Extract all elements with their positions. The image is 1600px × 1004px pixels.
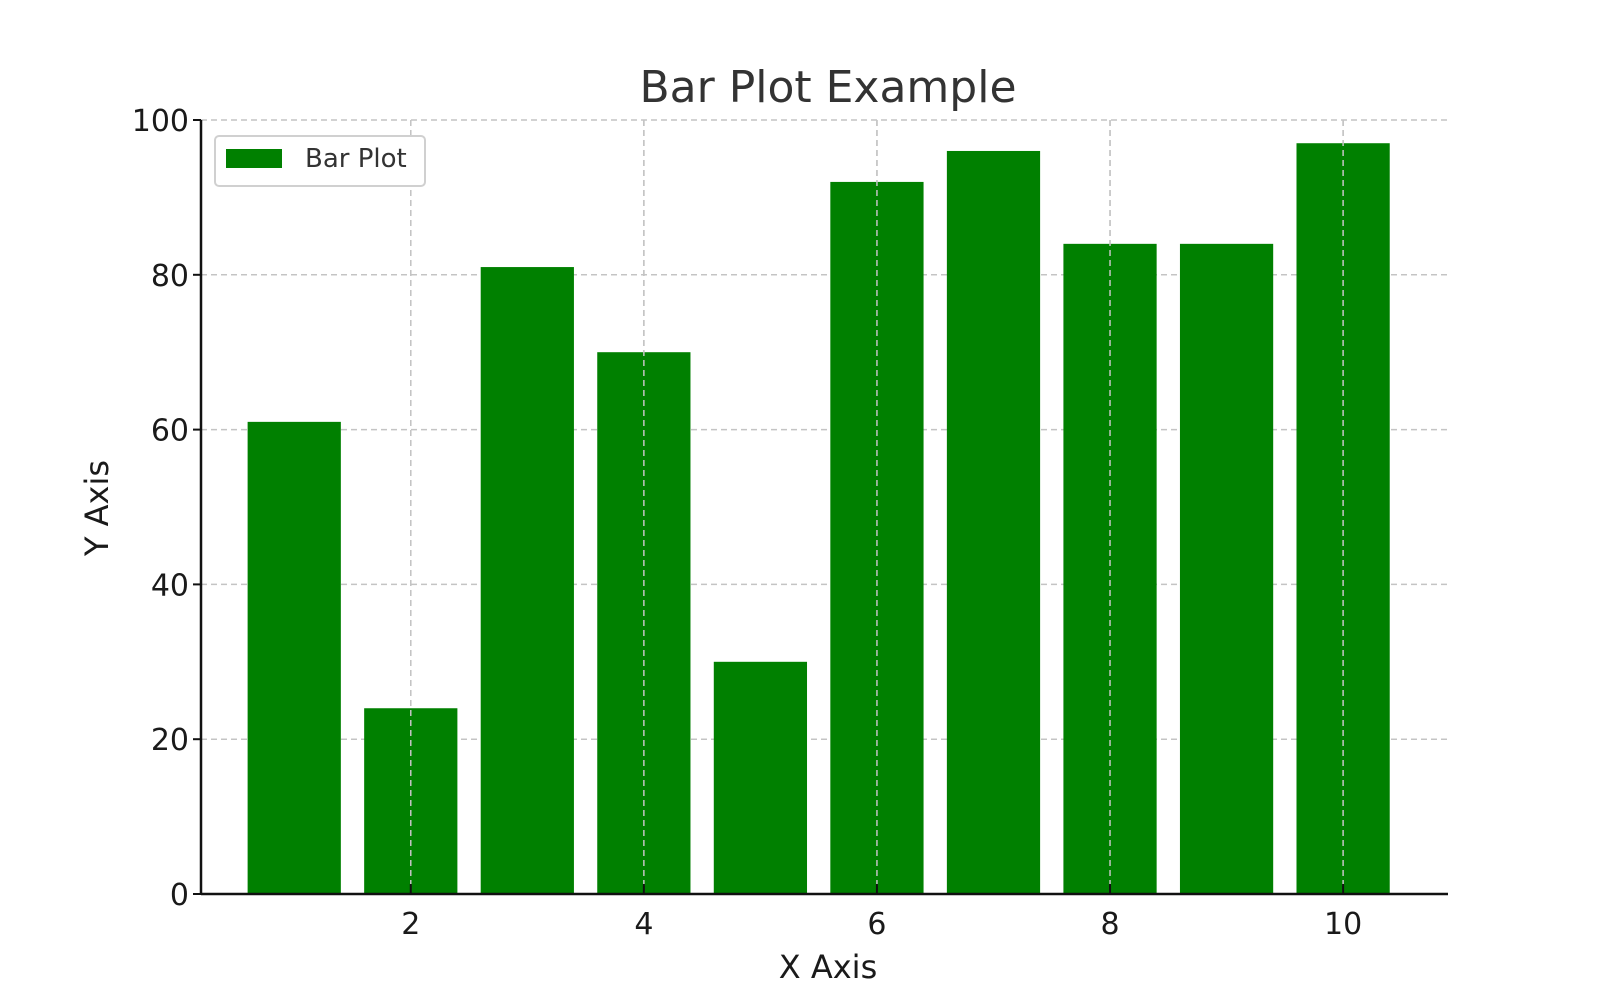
y-tick-label: 40 bbox=[151, 568, 189, 603]
bar bbox=[946, 150, 1041, 894]
bar bbox=[1296, 143, 1390, 895]
tick-labels: 0 20 40 60 80 100 2 4 6 8 10 bbox=[132, 104, 1362, 942]
y-tick-label: 80 bbox=[151, 259, 189, 294]
x-tick-label: 8 bbox=[1100, 907, 1119, 942]
bars bbox=[247, 120, 1390, 895]
bar bbox=[713, 661, 808, 894]
y-axis-label: Y Axis bbox=[78, 460, 116, 557]
y-tick-label: 20 bbox=[151, 723, 189, 758]
y-tick-label: 60 bbox=[151, 414, 189, 449]
chart-title: Bar Plot Example bbox=[639, 62, 1016, 113]
y-tick-label: 0 bbox=[170, 878, 189, 913]
x-tick-label: 2 bbox=[401, 907, 420, 942]
legend-swatch bbox=[226, 149, 282, 168]
bar bbox=[480, 267, 574, 894]
legend: Bar Plot bbox=[214, 135, 426, 187]
x-axis-label: X Axis bbox=[779, 948, 877, 986]
bar bbox=[830, 181, 924, 895]
bar bbox=[247, 421, 341, 894]
legend-frame bbox=[214, 135, 426, 187]
legend-label: Bar Plot bbox=[305, 144, 407, 174]
x-tick-label: 6 bbox=[867, 907, 886, 942]
bar bbox=[1179, 243, 1274, 895]
x-tick-label: 10 bbox=[1324, 907, 1362, 942]
axes bbox=[199, 120, 1448, 896]
y-tick-label: 100 bbox=[132, 104, 189, 139]
x-tick-label: 4 bbox=[634, 907, 653, 942]
